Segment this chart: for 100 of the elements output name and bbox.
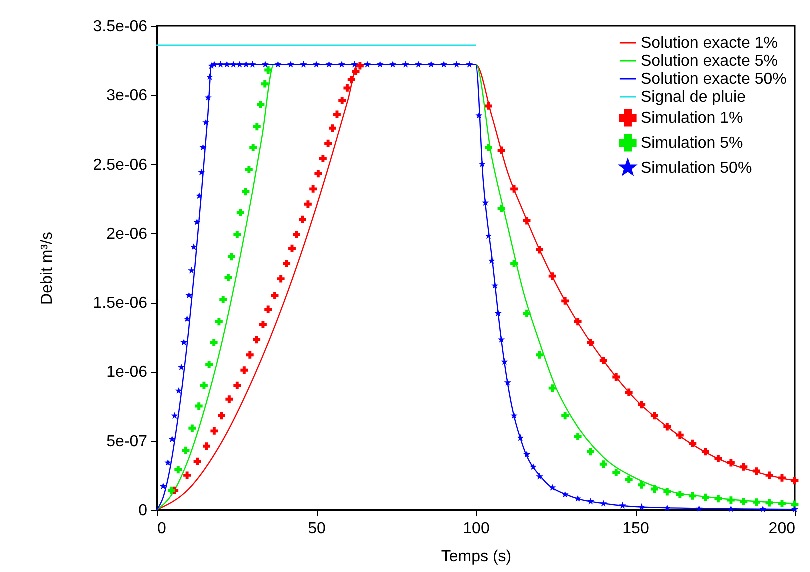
legend-label: Simulation 5%	[641, 135, 744, 152]
point	[174, 466, 182, 474]
point	[638, 481, 646, 489]
point	[224, 274, 232, 282]
point	[498, 146, 506, 154]
point	[203, 442, 210, 450]
point	[766, 472, 774, 480]
point	[740, 463, 748, 471]
point	[498, 204, 506, 212]
point	[348, 76, 356, 84]
point	[523, 310, 531, 318]
point	[226, 396, 234, 404]
point	[210, 427, 218, 435]
x-tick-label: 150	[622, 520, 650, 538]
point	[689, 440, 697, 448]
point	[293, 231, 300, 239]
point	[264, 306, 272, 314]
point	[356, 62, 364, 70]
y-tick-label: 0	[138, 502, 148, 520]
point	[714, 495, 722, 503]
point	[257, 101, 265, 109]
point	[753, 498, 760, 506]
point	[778, 474, 786, 482]
point	[625, 476, 633, 484]
point	[612, 468, 620, 476]
point	[234, 231, 242, 239]
y-axis-title: Debit m³/s	[39, 232, 56, 305]
point	[314, 170, 322, 178]
legend-label: Solution exacte 1%	[641, 35, 778, 52]
point	[650, 412, 658, 420]
point	[195, 402, 203, 410]
point	[236, 208, 244, 216]
point	[250, 144, 258, 152]
point	[574, 433, 582, 440]
point	[220, 296, 228, 304]
point	[714, 455, 722, 463]
point	[523, 217, 531, 225]
point	[334, 110, 341, 118]
point	[727, 459, 735, 467]
point	[778, 500, 786, 508]
point	[246, 351, 254, 359]
point	[319, 155, 327, 162]
y-tick-label: 1e-06	[106, 364, 148, 382]
point	[587, 338, 595, 346]
point	[271, 292, 279, 300]
point	[182, 446, 190, 454]
point	[791, 477, 799, 485]
point	[753, 468, 760, 475]
point	[344, 84, 352, 92]
legend-label: Simulation 50%	[641, 160, 752, 177]
point	[200, 382, 208, 390]
point	[218, 412, 226, 420]
point	[740, 498, 748, 506]
legend-label: Signal de pluie	[641, 89, 746, 106]
point	[299, 216, 306, 224]
point	[485, 102, 492, 110]
point	[536, 246, 544, 254]
y-tick-label: 2.5e-06	[93, 156, 148, 174]
x-axis-title: Temps (s)	[441, 548, 512, 566]
point	[664, 423, 672, 431]
point	[228, 253, 236, 261]
legend-label: Solution exacte 50%	[641, 71, 787, 88]
point	[676, 491, 684, 498]
point	[510, 185, 518, 193]
point	[206, 361, 214, 369]
point	[253, 123, 261, 131]
point	[253, 336, 261, 344]
point	[310, 185, 318, 193]
point	[304, 200, 312, 208]
y-tick-label: 3.5e-06	[93, 18, 148, 36]
point	[485, 144, 492, 152]
point	[600, 460, 608, 468]
point	[536, 351, 544, 359]
point	[352, 68, 360, 76]
point	[625, 388, 633, 396]
point	[260, 320, 267, 328]
point	[210, 338, 218, 346]
y-tick-label: 1.5e-06	[93, 295, 148, 312]
point	[548, 384, 556, 392]
point	[288, 244, 296, 252]
point	[242, 188, 250, 196]
point	[766, 499, 774, 507]
point	[727, 496, 735, 504]
point	[689, 492, 697, 500]
point	[283, 260, 291, 268]
point	[194, 458, 202, 466]
point	[612, 374, 620, 381]
point	[676, 432, 684, 440]
y-tick-label: 3e-06	[106, 88, 148, 105]
point	[548, 272, 556, 280]
point	[240, 366, 248, 374]
x-tick-label: 200	[768, 520, 796, 538]
point	[168, 486, 176, 494]
point	[277, 275, 285, 283]
x-tick-label: 50	[308, 520, 326, 538]
point	[188, 424, 196, 432]
point	[702, 448, 710, 456]
point	[664, 488, 672, 496]
point	[329, 124, 336, 132]
point	[638, 401, 646, 409]
